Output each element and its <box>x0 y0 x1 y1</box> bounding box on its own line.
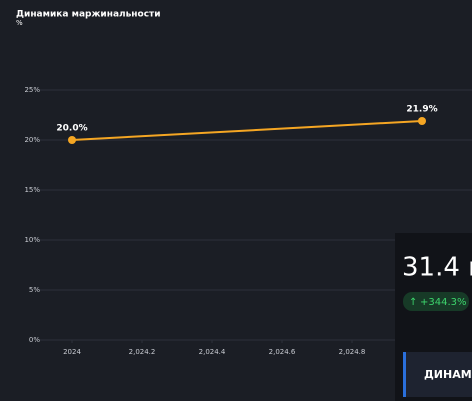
x-tick-label: 2,024.4 <box>199 348 226 356</box>
y-tick-label: 5% <box>29 286 40 294</box>
y-tick-label: 25% <box>24 86 40 94</box>
y-tick-label: 20% <box>24 136 40 144</box>
point <box>418 117 426 125</box>
metric-delta-pill <box>403 292 469 311</box>
y-tick-label: 15% <box>24 186 40 194</box>
x-tick-label: 2,024.8 <box>339 348 366 356</box>
y-axis-label: % <box>16 19 23 27</box>
metric-delta: +344.3% <box>420 297 467 308</box>
metric-delta-arrow: ↑ <box>409 297 417 308</box>
button-accent <box>403 352 406 397</box>
y-tick-label: 10% <box>24 236 40 244</box>
data-label: 21.9% <box>406 105 437 115</box>
button[interactable] <box>403 352 472 397</box>
chart-title: Динамика маржинальности <box>16 10 161 20</box>
x-tick-label: 2,024.2 <box>129 348 156 356</box>
point <box>68 136 76 144</box>
x-tick-label: 2024 <box>63 348 81 356</box>
button-label[interactable]: ДИНАМ <box>424 368 472 381</box>
x-tick-label: 2,024.6 <box>269 348 296 356</box>
y-tick-label: 0% <box>29 336 40 344</box>
metric-value: 31.4 м <box>402 253 472 283</box>
metric-card: 31.4 м ↑ +344.3% ДИНАМ <box>395 233 472 401</box>
data-label: 20.0% <box>56 124 87 134</box>
line <box>71 120 423 141</box>
